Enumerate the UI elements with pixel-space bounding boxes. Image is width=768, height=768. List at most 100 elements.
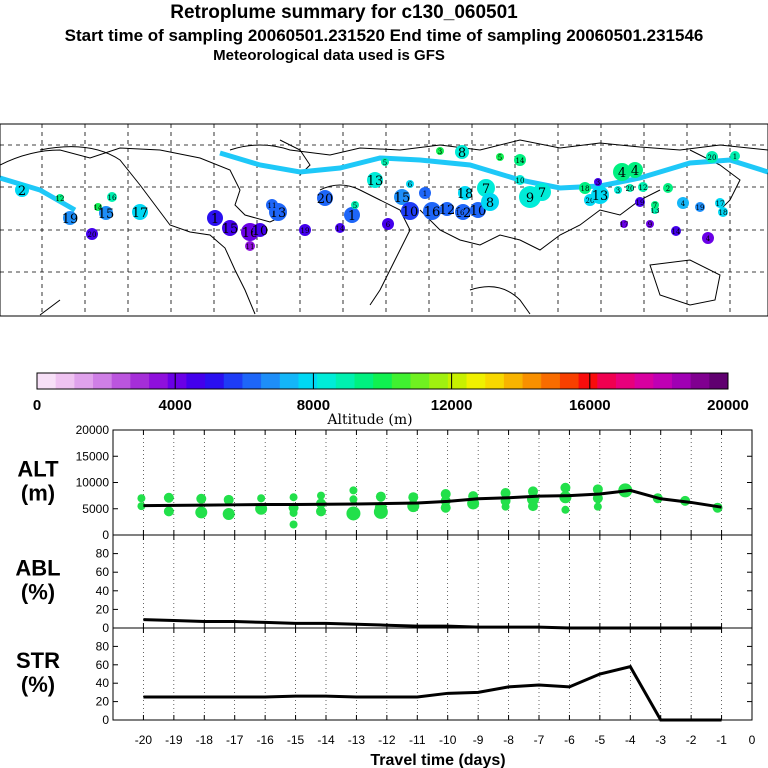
point-label: 11	[268, 202, 277, 210]
meteorological-data-note: Meteorological data used is GFS	[213, 47, 445, 64]
y-tick-label: 0	[102, 528, 109, 542]
altitude-point	[346, 506, 361, 521]
colorbar-swatch	[671, 373, 692, 389]
point-label: 19	[62, 212, 79, 227]
point-label: 2	[666, 185, 670, 193]
x-tick-label: 0	[749, 733, 756, 747]
altitude-point	[196, 493, 207, 504]
x-tick-label: -9	[473, 733, 484, 747]
y-tick-label: 80	[96, 547, 110, 561]
plume-point: 1	[730, 151, 740, 161]
plume-point: 7	[477, 179, 495, 197]
y-tick-label: 5000	[82, 502, 109, 516]
travel-time-axis: -20 -19 -18 -17 -16 -15 -14 -13 -12 -11 -10 -9 -8 -7-…	[135, 733, 756, 747]
point-label: 2	[18, 184, 26, 199]
plume-point: 14	[335, 223, 345, 233]
x-tick-label: -7	[534, 733, 545, 747]
x-tick-label: -15	[287, 733, 305, 747]
point-label: 8	[458, 146, 466, 161]
altitude-point	[289, 520, 298, 529]
plume-point: 15	[98, 206, 114, 222]
x-tick-label: -1	[716, 733, 727, 747]
plume-point: 15	[222, 220, 238, 237]
colorbar-swatch	[186, 373, 206, 389]
x-tick-label: -10	[439, 733, 457, 747]
plume-point: 13	[591, 186, 609, 204]
y-tick-label: 40	[96, 584, 110, 598]
y-tick-label: 80	[96, 639, 110, 653]
plume-point: 18	[457, 186, 473, 202]
point-label: 19	[301, 227, 310, 235]
colorbar-swatch	[298, 373, 318, 389]
point-label: 10	[470, 204, 487, 219]
point-label: 3	[438, 148, 442, 156]
colorbar-swatch	[111, 373, 131, 389]
colorbar-swatch	[130, 373, 150, 389]
point-label: 18	[719, 209, 728, 217]
colorbar-swatch	[74, 373, 94, 389]
panel-label: ABL	[15, 556, 60, 581]
x-tick-label: -8	[503, 733, 514, 747]
plume-point: 17	[132, 204, 148, 221]
point-label: 15	[394, 191, 411, 206]
colorbar-swatch	[373, 373, 393, 389]
altitude-point	[593, 502, 602, 511]
x-tick-label: -12	[378, 733, 396, 747]
plume-point: 13	[367, 172, 384, 189]
point-label: 10	[252, 224, 269, 239]
plume-point: 2	[663, 183, 673, 193]
x-tick-label: -19	[165, 733, 183, 747]
point-label: 13	[367, 174, 384, 189]
plume-point: 1	[207, 210, 223, 227]
plume-point: 15	[394, 189, 411, 206]
colorbar-swatch	[223, 373, 243, 389]
colorbar-swatch	[503, 373, 524, 389]
point-label: 16	[424, 205, 441, 220]
altitude-point	[289, 493, 298, 502]
point-label: 14	[516, 157, 525, 165]
panel-label: STR	[16, 648, 60, 673]
plume-trajectory	[0, 150, 768, 213]
point-label: 1	[348, 209, 356, 224]
altitude-point	[223, 494, 234, 505]
colorbar-swatch	[335, 373, 355, 389]
plume-point: 20	[626, 184, 634, 193]
point-label: 13	[651, 207, 660, 215]
point-label: 7	[538, 186, 546, 201]
plume-point: 4	[613, 163, 631, 181]
colorbar-swatch	[261, 373, 281, 389]
plume-point: 14	[94, 203, 103, 212]
plume-point: 1	[419, 187, 431, 199]
point-label: 5	[383, 159, 387, 167]
plume-point: 11	[266, 199, 278, 211]
plume-point: 4	[677, 197, 689, 209]
x-tick-label: -5	[595, 733, 606, 747]
altitude-point	[289, 508, 298, 517]
y-tick-label: 20	[96, 602, 110, 616]
point-label: 3	[596, 179, 600, 187]
plume-point: 17	[620, 220, 628, 229]
panel-unit: (m)	[21, 481, 55, 506]
plume-point: 19	[695, 202, 705, 212]
plume-point: 17	[715, 198, 725, 208]
panel-label: ALT	[17, 457, 59, 482]
y-tick-label: 10000	[76, 476, 110, 490]
colorbar-swatch	[485, 373, 505, 389]
altitude-point	[163, 492, 174, 503]
point-label: 19	[696, 204, 705, 212]
altitude-point	[163, 506, 174, 517]
colorbar-swatch	[55, 373, 75, 389]
y-tick-label: 0	[102, 621, 109, 635]
colorbar-swatch	[709, 373, 729, 389]
point-label: 10	[402, 205, 419, 220]
point-label: 14	[672, 228, 681, 236]
plume-point: 4	[702, 232, 714, 244]
plume-point: 3	[436, 147, 444, 156]
colorbar-swatch	[522, 373, 542, 389]
colorbar-label: Altitude (m)	[326, 412, 412, 428]
x-tick-label: -17	[226, 733, 244, 747]
colorbar-swatch	[391, 373, 412, 389]
panel-alt: 0 5000 10000 15000 20000 ALT(m)	[17, 423, 753, 542]
point-label: 17	[716, 200, 725, 208]
